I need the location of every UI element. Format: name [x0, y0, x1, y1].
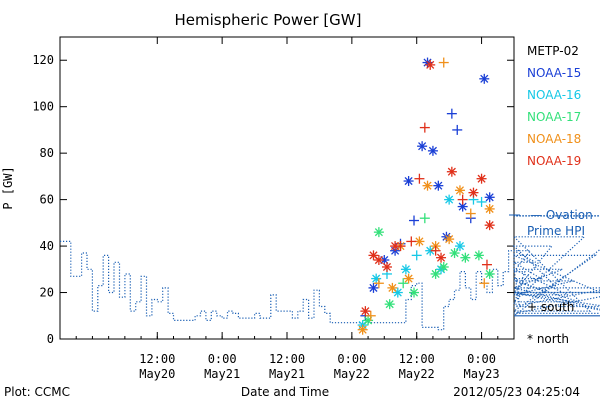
data-point-noaa-15 — [427, 145, 438, 156]
data-point-noaa-16 — [411, 250, 422, 261]
x-tick-time: 12:00 — [269, 352, 305, 366]
data-point-noaa-15 — [409, 215, 420, 226]
chart-title: Hemispheric Power [GW] — [175, 11, 362, 29]
data-point-noaa-18 — [365, 310, 376, 321]
data-point-noaa-18 — [444, 234, 455, 245]
y-tick-label: 0 — [47, 332, 54, 346]
y-tick-label: 120 — [32, 53, 54, 67]
data-point-noaa-15 — [452, 124, 463, 135]
x-axis: 12:00May200:00May2112:00May210:00May2212… — [59, 37, 515, 381]
ovation-line — [60, 215, 600, 331]
data-point-noaa-15 — [484, 192, 495, 203]
legend: METP-02 NOAA-15 NOAA-16 NOAA-17 NOAA-18 NOAA-… — [527, 44, 581, 168]
data-point-noaa-19 — [430, 245, 441, 256]
x-tick-time: 12:00 — [139, 352, 175, 366]
data-point-noaa-17 — [484, 268, 495, 279]
data-point-noaa-19 — [381, 261, 392, 272]
data-point-noaa-18 — [438, 57, 449, 68]
data-point-noaa-16 — [444, 194, 455, 205]
data-point-noaa-16 — [371, 273, 382, 284]
y-tick-label: 100 — [32, 100, 54, 114]
y-tick-label: 60 — [40, 193, 54, 207]
plot-timestamp: 2012/05/23 04:25:04 — [453, 385, 580, 399]
data-point-noaa-19 — [436, 252, 447, 263]
data-point-noaa-17 — [373, 227, 384, 238]
x-tick-time: 0:00 — [337, 352, 366, 366]
data-point-noaa-17 — [438, 261, 449, 272]
x-tick-date: May20 — [139, 367, 175, 381]
x-tick-time: 12:00 — [399, 352, 435, 366]
x-tick-time: 0:00 — [208, 352, 237, 366]
data-point-noaa-18 — [403, 273, 414, 284]
data-point-noaa-15 — [433, 180, 444, 191]
legend-item-metp-02: METP-02 — [527, 44, 579, 58]
legend-item-noaa-19: NOAA-19 — [527, 154, 581, 168]
legend-item-noaa-15: NOAA-15 — [527, 66, 581, 80]
data-point-noaa-15 — [479, 73, 490, 84]
y-axis: 0 20 40 60 80 100 120 — [32, 53, 514, 346]
data-point-noaa-17 — [419, 213, 430, 224]
data-point-noaa-19 — [468, 187, 479, 198]
data-point-noaa-19 — [373, 255, 384, 266]
south-legend: + south — [527, 300, 574, 314]
data-point-noaa-19 — [395, 241, 406, 252]
data-point-noaa-19 — [476, 173, 487, 184]
data-point-noaa-15 — [403, 176, 414, 187]
y-tick-label: 80 — [40, 146, 54, 160]
data-point-noaa-17 — [473, 250, 484, 261]
data-point-noaa-17 — [409, 287, 420, 298]
legend-item-noaa-18: NOAA-18 — [527, 132, 581, 146]
data-point-noaa-15 — [368, 282, 379, 293]
satellite-points — [357, 57, 495, 335]
y-tick-label: 40 — [40, 239, 54, 253]
y-tick-label: 20 — [40, 286, 54, 300]
data-point-noaa-16 — [476, 196, 487, 207]
x-tick-date: May21 — [204, 367, 240, 381]
data-point-noaa-18 — [479, 278, 490, 289]
data-point-noaa-19 — [360, 306, 371, 317]
data-point-noaa-16 — [400, 264, 411, 275]
data-point-noaa-16 — [454, 241, 465, 252]
data-point-noaa-18 — [387, 282, 398, 293]
data-point-noaa-17 — [460, 252, 471, 263]
ovation-legend-line2: Prime HPI — [527, 224, 585, 238]
data-point-noaa-17 — [449, 248, 460, 259]
data-point-noaa-19 — [484, 220, 495, 231]
data-point-noaa-17 — [363, 315, 374, 326]
data-point-noaa-19 — [446, 166, 457, 177]
data-point-noaa-19 — [414, 173, 425, 184]
data-point-noaa-18 — [422, 180, 433, 191]
x-axis-label: Date and Time — [241, 385, 329, 399]
x-tick-date: May23 — [464, 367, 500, 381]
ovation-legend-line1: — Ovation — [530, 208, 593, 222]
north-legend: * north — [527, 332, 569, 346]
data-point-noaa-18 — [465, 208, 476, 219]
x-tick-date: May21 — [269, 367, 305, 381]
data-point-noaa-19 — [419, 122, 430, 133]
data-point-noaa-18 — [484, 203, 495, 214]
legend-item-noaa-16: NOAA-16 — [527, 88, 581, 102]
data-point-noaa-16 — [392, 287, 403, 298]
y-axis-label: P [GW] — [1, 166, 15, 209]
plot-credit: Plot: CCMC — [4, 385, 70, 399]
data-point-noaa-17 — [384, 299, 395, 310]
data-point-noaa-17 — [398, 278, 409, 289]
data-point-noaa-18 — [357, 324, 368, 335]
x-tick-date: May22 — [334, 367, 370, 381]
x-tick-date: May22 — [399, 367, 435, 381]
data-point-noaa-15 — [446, 108, 457, 119]
legend-item-noaa-17: NOAA-17 — [527, 110, 581, 124]
x-tick-time: 0:00 — [467, 352, 496, 366]
data-point-noaa-19 — [457, 194, 468, 205]
data-point-noaa-19 — [425, 59, 436, 70]
plot-frame — [59, 36, 515, 340]
data-point-noaa-17 — [430, 268, 441, 279]
data-point-noaa-15 — [417, 141, 428, 152]
data-point-noaa-19 — [481, 259, 492, 270]
data-point-noaa-18 — [373, 278, 384, 289]
ovation-series — [60, 215, 600, 331]
data-point-noaa-18 — [454, 185, 465, 196]
data-point-noaa-19 — [406, 236, 417, 247]
